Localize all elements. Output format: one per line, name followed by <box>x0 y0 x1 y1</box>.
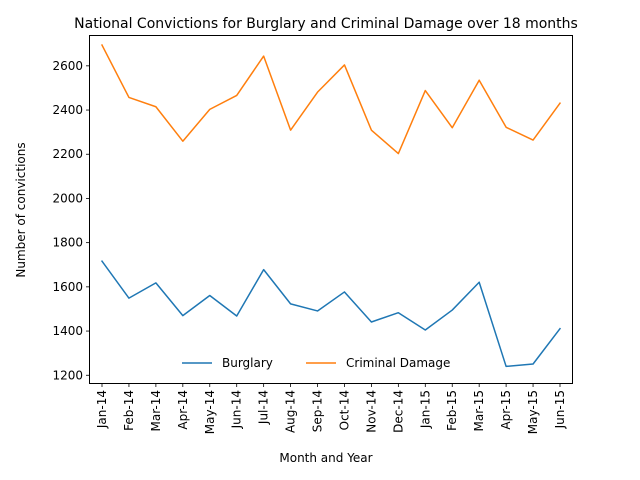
legend-label: Burglary <box>222 356 273 370</box>
x-tick-label: Mar-15 <box>472 390 486 431</box>
x-axis-ticks: Jan-14 Feb-14 Mar-14 Apr-14 May-14 Jun-14 Jul-… <box>95 383 567 434</box>
y-axis-label: Number of convictions <box>14 142 28 277</box>
x-tick-label: Feb-15 <box>445 390 459 431</box>
x-tick-label: Feb-14 <box>122 390 136 431</box>
chart-title: National Convictions for Burglary and Cr… <box>74 16 578 32</box>
series-line-burglary <box>100 260 562 368</box>
x-tick-label: Apr-14 <box>176 390 190 430</box>
x-tick-label: Oct-14 <box>337 390 351 430</box>
y-tick-label: 2200 <box>52 147 83 161</box>
x-tick-label: May-15 <box>526 390 540 434</box>
x-tick-label: Nov-14 <box>364 390 378 433</box>
x-tick-label: Jun-15 <box>553 390 567 429</box>
x-tick-label: Apr-15 <box>499 390 513 430</box>
y-tick-label: 1800 <box>52 236 83 250</box>
y-tick-label: 1200 <box>52 368 83 382</box>
x-tick-label: Jul-14 <box>257 390 271 425</box>
x-tick-label: May-14 <box>203 390 217 434</box>
y-tick-label: 2400 <box>52 103 83 117</box>
legend-label: Criminal Damage <box>346 356 450 370</box>
x-tick-label: Mar-14 <box>149 390 163 431</box>
x-tick-label: Jan-15 <box>418 390 432 429</box>
x-tick-label: Dec-14 <box>391 390 405 433</box>
series-line-criminal-damage <box>100 44 562 155</box>
x-tick-label: Jan-14 <box>95 390 109 429</box>
series-layer <box>100 44 562 368</box>
x-tick-label: Jun-14 <box>230 390 244 429</box>
x-tick-label: Sep-14 <box>311 390 325 432</box>
x-axis-label: Month and Year <box>279 451 372 465</box>
y-tick-label: 2600 <box>52 59 83 73</box>
y-tick-label: 1600 <box>52 280 83 294</box>
y-tick-label: 1400 <box>52 324 83 338</box>
y-tick-label: 2000 <box>52 191 83 205</box>
plot-frame <box>89 35 573 384</box>
legend: Burglary Criminal Damage <box>182 356 450 370</box>
x-tick-label: Aug-14 <box>284 390 298 433</box>
